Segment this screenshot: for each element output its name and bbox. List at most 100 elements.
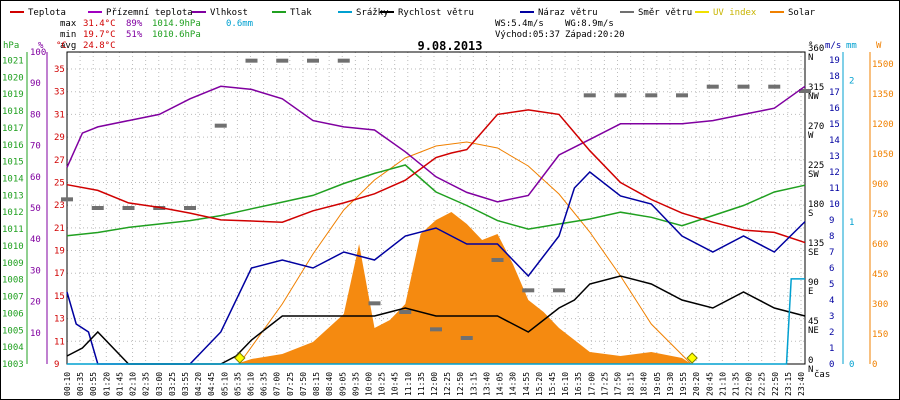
stat-rain: 0.6mm — [226, 19, 253, 29]
w-tick-label: 1500 — [872, 60, 894, 70]
w-tick-label: 1050 — [872, 150, 894, 160]
deg-tick-label: 90 — [808, 278, 819, 288]
wind-direction-mark — [706, 84, 719, 89]
x-axis-labels: 00:10 00:35 00:55 01:20 01:45 02:10 02:35 03:00… — [63, 372, 806, 396]
wind-direction-mark — [737, 84, 750, 89]
hpa-tick-label: 1020 — [2, 73, 24, 83]
x-tick-label: 07:25 — [286, 372, 295, 396]
x-tick-label: 19:55 — [679, 372, 688, 396]
stat-sunrise: Východ:05:37 — [495, 30, 560, 40]
x-tick-label: 19:05 — [653, 372, 662, 396]
temp-tick-label: 13 — [54, 315, 65, 325]
hpa-tick-label: 1005 — [2, 326, 24, 336]
x-tick-label: 17:50 — [614, 372, 623, 396]
series-temperature-line — [66, 109, 806, 244]
x-tick-label: 11:10 — [404, 372, 413, 396]
ms-tick-label: 11 — [829, 184, 840, 194]
temp-tick-label: 19 — [54, 247, 65, 257]
stat-wg: WG:8.9m/s — [565, 19, 614, 29]
series-solar-theoretical — [238, 141, 692, 365]
sun-event-marker — [234, 352, 246, 364]
series — [61, 58, 811, 365]
legend-label: Směr větru — [638, 8, 692, 18]
hpa-tick-label: 1016 — [2, 141, 24, 151]
legend-label: Teplota — [28, 8, 66, 18]
time-axis-label: čas — [814, 369, 830, 380]
x-tick-label: 15:20 — [535, 372, 544, 396]
hpa-tick-label: 1014 — [2, 174, 24, 184]
hpa-tick-label: 1003 — [2, 360, 24, 370]
x-tick-label: 13:40 — [482, 372, 491, 396]
wind-direction-mark — [553, 288, 565, 293]
wind-direction-mark — [768, 84, 781, 89]
x-tick-label: 06:35 — [260, 372, 269, 396]
deg-direction-label: W — [808, 131, 814, 141]
wind-direction-mark — [245, 58, 258, 63]
wind-direction-mark — [491, 258, 504, 262]
wind-direction-mark — [676, 93, 688, 98]
deg-tick-label: 315 — [808, 83, 824, 93]
x-tick-label: 16:10 — [561, 372, 570, 396]
temp-tick-label: 29 — [54, 133, 65, 143]
stat-avg-temp: 24.8°C — [83, 41, 116, 51]
x-tick-label: 20:20 — [692, 372, 701, 396]
x-tick-label: 02:10 — [129, 372, 138, 396]
x-tick-label: 14:05 — [496, 372, 505, 396]
wind-direction-mark — [430, 327, 442, 332]
ms-tick-label: 6 — [829, 264, 834, 274]
hpa-tick-label: 1017 — [2, 124, 24, 134]
legend-label: Náraz větru — [538, 8, 598, 18]
wind-direction-mark — [399, 310, 412, 314]
deg-direction-label: NW — [808, 92, 819, 102]
deg-tick-label: 45 — [808, 317, 819, 327]
ms-tick-label: 9 — [829, 216, 834, 226]
percent-tick-label: 10 — [30, 329, 41, 339]
x-tick-label: 10:25 — [378, 372, 387, 396]
x-tick-label: 14:55 — [522, 372, 531, 396]
w-tick-label: 600 — [872, 240, 888, 250]
x-tick-label: 12:50 — [456, 372, 465, 396]
x-tick-label: 20:45 — [705, 372, 714, 396]
x-tick-label: 21:35 — [731, 372, 740, 396]
wind-direction-mark — [614, 93, 627, 98]
hpa-tick-label: 1011 — [2, 225, 24, 235]
percent-tick-label: 60 — [30, 173, 41, 183]
x-tick-label: 18:15 — [627, 372, 636, 396]
stat-sunset: Západ:20:20 — [565, 30, 625, 40]
x-tick-label: 04:45 — [207, 372, 216, 396]
temp-tick-label: 9 — [54, 360, 59, 370]
wind-direction-mark — [337, 58, 350, 63]
x-tick-label: 10:45 — [391, 372, 400, 396]
deg-tick-label: 360 — [808, 44, 824, 54]
hpa-tick-label: 1004 — [2, 343, 24, 353]
ms-tick-label: 7 — [829, 248, 834, 258]
x-tick-label: 09:35 — [351, 372, 360, 396]
deg-direction-label: S — [808, 209, 813, 219]
ms-tick-label: 13 — [829, 152, 840, 162]
legend-label: Tlak — [290, 8, 312, 18]
percent-tick-label: 50 — [30, 204, 41, 214]
x-tick-label: 01:20 — [102, 372, 111, 396]
temp-tick-label: 27 — [54, 156, 65, 166]
mm-tick-label: 1 — [849, 218, 854, 228]
ms-tick-label: 19 — [829, 56, 840, 66]
x-tick-label: 14:30 — [509, 372, 518, 396]
temp-tick-label: 15 — [54, 292, 65, 302]
temp-axis-unit: °C — [56, 41, 67, 51]
x-tick-label: 03:55 — [181, 372, 190, 396]
legend-label: UV index — [713, 8, 757, 18]
percent-tick-label: 30 — [30, 266, 41, 276]
wind-direction-mark — [307, 58, 319, 63]
ms-tick-label: 18 — [829, 72, 840, 82]
stat-max-press: 1014.9hPa — [152, 19, 201, 29]
x-tick-label: 12:00 — [430, 372, 439, 396]
wind-direction-mark — [91, 206, 104, 210]
wind-direction-mark — [214, 123, 227, 128]
series-solar-area — [236, 212, 692, 364]
sun-event-marker — [686, 352, 698, 364]
ms-tick-label: 14 — [829, 136, 840, 146]
deg-axis-unit: ° — [808, 41, 813, 51]
x-tick-label: 06:10 — [247, 372, 256, 396]
